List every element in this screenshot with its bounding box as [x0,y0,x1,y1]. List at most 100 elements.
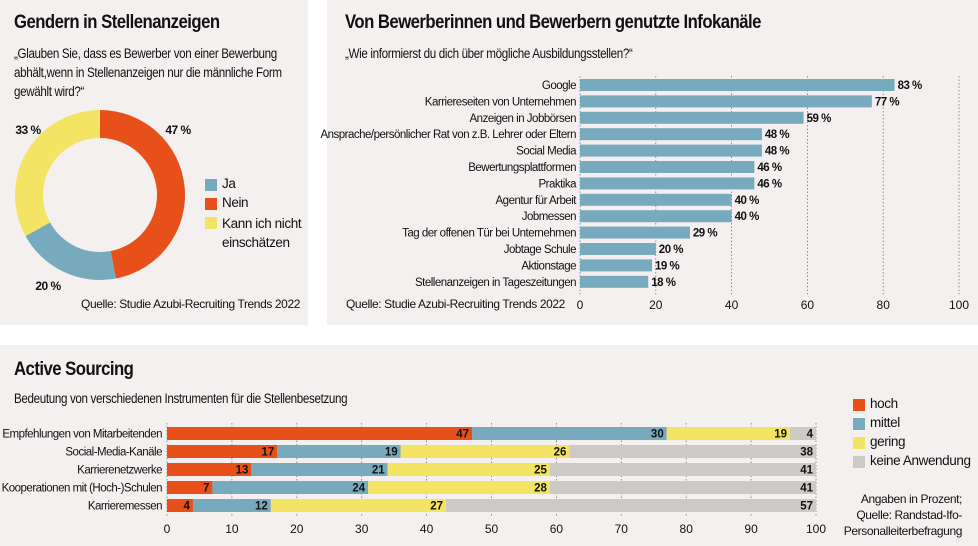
note-line: Quelle: Randstad-Ifo- [856,508,962,522]
x-tick-label: 20 [290,522,304,536]
legend-label: Kann ich nicht einschätzen [222,214,302,252]
category-label: Jobtage Schule [504,244,576,256]
legend-label: hoch [870,396,898,411]
segment-keine-anwendung [569,445,816,458]
segment-value-label: 47 [456,429,469,441]
legend-label: Ja [222,176,236,191]
category-label: Google [542,80,576,92]
infokanaele-source: Quelle: Studie Azubi-Recruiting Trends 2… [346,297,565,311]
bar [580,144,762,157]
category-label: Karrierenetzwerke [77,465,162,477]
segment-value-label: 21 [372,465,385,477]
bar [580,95,872,108]
legend-swatch [853,418,865,430]
legend-item-kann-nicht: Kann ich nicht einschätzen [205,214,302,252]
segment-value-label: 4 [184,501,191,513]
bar [580,128,762,141]
segment-value-label: 19 [774,429,787,441]
category-label: Stellenanzeigen in Tageszeitungen [415,277,576,289]
segment-value-label: 25 [534,465,547,477]
segment-mittel [192,499,271,512]
bar [580,210,732,223]
bar [580,259,653,272]
segment-gering [270,499,447,512]
donut-slice-label: 33 % [15,123,41,137]
category-label: Jobmessen [522,211,576,223]
segment-gering [368,481,550,494]
segment-mittel [212,481,369,494]
legend-item-hoch: hoch [853,396,898,411]
bar-value-label: 29 % [693,228,717,240]
legend-swatch [853,437,865,449]
segment-keine-anwendung [446,499,816,512]
infokanaele-bar-chart: 0 20 40 60 80 100 Google 83 % Karriereseiten von… [320,76,969,312]
legend-label: mittel [870,415,900,430]
x-tick-label: 40 [725,298,739,312]
donut-chart: 47 % 20 % 33 % [14,110,192,293]
category-label: Karrieremessen [88,501,162,513]
legend-label: gering [870,434,906,449]
segment-value-label: 24 [352,483,365,495]
donut-slice-ja [25,222,116,280]
segment-keine-anwendung [549,463,816,476]
legend-label-line: einschätzen [222,235,290,250]
segment-gering [387,463,550,476]
segment-gering [400,445,570,458]
bar [580,177,755,190]
bar-value-label: 59 % [807,113,831,125]
bar [580,226,690,239]
bar-value-label: 46 % [757,162,781,174]
legend-swatch [205,217,217,229]
donut-slice-label: 47 % [165,123,191,137]
bar [580,161,755,173]
legend-label: Nein [222,195,249,210]
infokanaele-question: „Wie informierst du dich über mögliche A… [345,46,633,61]
category-label: Social Media [516,146,577,158]
gendern-source: Quelle: Studie Azubi-Recruiting Trends 2… [81,297,300,311]
x-tick-label: 40 [420,522,434,536]
legend-item-keine-anwendung: keine Anwendung [853,453,971,468]
legend-item-gering: gering [853,434,906,449]
bar [580,79,895,91]
segment-value-label: 17 [262,447,275,459]
x-tick-label: 80 [680,522,694,536]
x-tick-label: 60 [550,522,564,536]
donut-slice-kann-ich-nicht-einsch-tzen [14,110,101,236]
segment-value-label: 57 [800,501,813,513]
x-tick-label: 90 [744,522,758,536]
donut-slice-nein [100,110,185,279]
bar [580,193,732,206]
gendern-panel: Gendern in Stellenanzeigen „Glauben Sie,… [0,0,308,325]
category-label: Agentur für Arbeit [496,195,578,207]
x-tick-label: 30 [355,522,369,536]
segment-hoch [167,499,193,512]
category-label: Anzeigen in Jobbörsen [470,113,577,125]
category-label: Kooperationen mit (Hoch-)Schulen [2,483,163,495]
legend-label-line: Kann ich nicht [222,216,302,231]
x-tick-label: 50 [485,522,499,536]
category-label: Ansprache/persönlicher Rat von z.B. Lehr… [320,129,576,141]
question-line: „Glauben Sie, dass es Bewerber von einer… [14,46,277,61]
question-line: abhält,wenn in Stellenanzeigen nur die m… [14,65,282,80]
bar-value-label: 18 % [651,277,675,289]
segment-mittel [472,427,667,440]
category-label: Empfehlungen von Mitarbeitenden [2,429,162,441]
legend-swatch [853,456,865,468]
segment-keine-anwendung [549,481,816,494]
segment-hoch [167,445,278,458]
bar-value-label: 20 % [659,244,683,256]
segment-value-label: 27 [430,501,443,513]
bar [580,243,656,255]
legend-item-nein: Nein [205,195,249,210]
x-tick-label: 0 [577,298,584,312]
category-label: Social-Media-Kanäle [65,447,162,459]
infokanaele-title: Von Bewerberinnen und Bewerbern genutzte… [345,12,761,33]
segment-value-label: 26 [554,447,567,459]
segment-value-label: 38 [800,447,813,459]
x-tick-label: 20 [649,298,663,312]
category-label: Tag der offenen Tür bei Unternehmen [402,228,576,240]
segment-value-label: 28 [534,483,547,495]
gendern-title: Gendern in Stellenanzeigen [14,12,220,33]
active-sourcing-subtitle: Bedeutung von verschiedenen Instrumenten… [14,391,348,406]
